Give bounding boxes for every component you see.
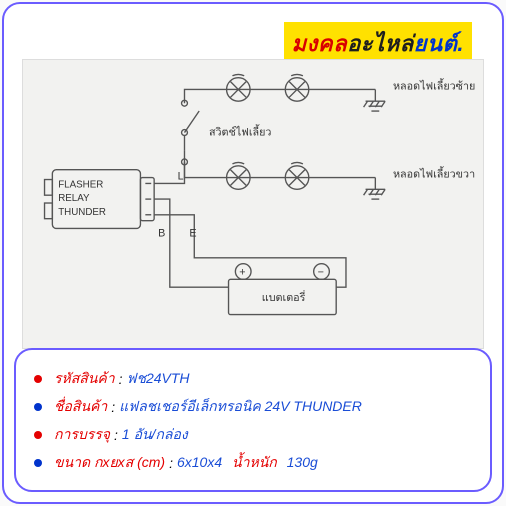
- info-value: 130g: [287, 454, 318, 470]
- info-row: ขนาด กxยxส (cm) : 6x10x4 น้ำหนัก 130g: [34, 452, 472, 474]
- terminal-L-label: L: [178, 171, 184, 183]
- flasher-line1: FLASHER: [58, 179, 103, 190]
- info-value: ฟช24VTH: [127, 370, 190, 386]
- brand-part1: มงคล: [292, 31, 347, 56]
- brand-part3: ยนต์: [414, 31, 458, 56]
- info-label: ขนาด กxยxส (cm): [54, 452, 165, 474]
- info-value: 6x10x4: [177, 454, 226, 470]
- info-values: 1 อัน/กล่อง: [122, 424, 188, 446]
- info-value: 1 อัน/กล่อง: [122, 426, 188, 442]
- wiring-diagram: L: [22, 59, 484, 349]
- turn-switch-label: สวิตช์ไฟเลี้ยว: [209, 123, 272, 138]
- info-label: การบรรจุ: [54, 424, 110, 446]
- brand-part2: อะไหล่: [347, 31, 414, 56]
- right-lamp-label: หลอดไฟเลี้ยวขวา: [393, 166, 475, 181]
- info-row: รหัสสินค้า : ฟช24VTH: [34, 368, 472, 390]
- info-values: แฟลชเชอร์อีเล็กทรอนิค 24V THUNDER: [119, 396, 362, 418]
- brand-dot: .: [457, 31, 464, 56]
- bullet-icon: [34, 459, 42, 467]
- info-values: ฟช24VTH: [127, 368, 190, 390]
- flasher-line3: THUNDER: [58, 207, 106, 218]
- battery-plus: +: [239, 266, 245, 278]
- info-label: รหัสสินค้า: [54, 368, 115, 390]
- terminal-E-label: E: [189, 227, 196, 239]
- info-row: ชื่อสินค้า : แฟลชเชอร์อีเล็กทรอนิค 24V T…: [34, 396, 472, 418]
- bullet-icon: [34, 375, 42, 383]
- battery-minus: −: [318, 266, 324, 278]
- left-lamp-label: หลอดไฟเลี้ยวซ้าย: [393, 77, 475, 92]
- battery-label: แบตเตอรี่: [262, 290, 306, 304]
- info-values: 6x10x4 น้ำหนัก 130g: [177, 452, 318, 474]
- colon: :: [119, 371, 123, 387]
- flasher-line2: RELAY: [58, 193, 90, 204]
- info-value: แฟลชเชอร์อีเล็กทรอนิค 24V THUNDER: [119, 398, 362, 414]
- terminal-B-label: B: [158, 227, 165, 239]
- info-row: การบรรจุ : 1 อัน/กล่อง: [34, 424, 472, 446]
- bullet-icon: [34, 431, 42, 439]
- info-panel: รหัสสินค้า : ฟช24VTH ชื่อสินค้า : แฟลชเช…: [14, 348, 492, 492]
- colon: :: [114, 427, 118, 443]
- colon: :: [169, 455, 173, 471]
- colon: :: [111, 399, 115, 415]
- outer-frame: มงคลอะไหล่ยนต์. L: [2, 2, 504, 504]
- info-label: ชื่อสินค้า: [54, 396, 107, 418]
- info-value: น้ำหนัก: [232, 454, 281, 470]
- bullet-icon: [34, 403, 42, 411]
